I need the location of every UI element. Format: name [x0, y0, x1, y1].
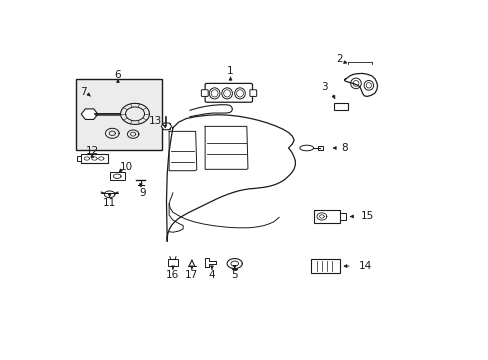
FancyBboxPatch shape	[311, 259, 339, 273]
Text: 2: 2	[336, 54, 342, 64]
Ellipse shape	[364, 81, 373, 90]
Ellipse shape	[222, 88, 232, 99]
Ellipse shape	[366, 83, 371, 88]
Text: 16: 16	[166, 270, 179, 280]
Ellipse shape	[236, 90, 243, 97]
FancyBboxPatch shape	[163, 123, 170, 129]
Text: 4: 4	[208, 270, 215, 280]
FancyBboxPatch shape	[339, 213, 346, 220]
Text: 8: 8	[341, 143, 347, 153]
FancyBboxPatch shape	[77, 156, 81, 161]
Text: 9: 9	[139, 188, 145, 198]
Text: 11: 11	[103, 198, 116, 208]
FancyBboxPatch shape	[201, 90, 208, 96]
Text: 1: 1	[227, 67, 233, 76]
Ellipse shape	[350, 78, 361, 89]
Text: 12: 12	[85, 146, 99, 156]
Text: 13: 13	[148, 116, 162, 126]
Text: 7: 7	[80, 87, 86, 97]
Ellipse shape	[209, 88, 220, 99]
FancyBboxPatch shape	[81, 154, 108, 163]
Text: 10: 10	[120, 162, 133, 172]
FancyBboxPatch shape	[314, 210, 339, 223]
Text: 5: 5	[231, 270, 238, 280]
Ellipse shape	[234, 88, 245, 99]
FancyBboxPatch shape	[317, 146, 323, 150]
Text: 3: 3	[321, 82, 327, 92]
Text: 14: 14	[358, 261, 371, 271]
FancyBboxPatch shape	[76, 79, 161, 150]
Ellipse shape	[211, 90, 218, 97]
FancyBboxPatch shape	[167, 260, 178, 266]
Ellipse shape	[223, 90, 230, 97]
Text: 15: 15	[360, 211, 373, 221]
FancyBboxPatch shape	[205, 84, 252, 102]
Ellipse shape	[352, 81, 358, 86]
Text: 17: 17	[185, 270, 198, 280]
FancyBboxPatch shape	[110, 172, 124, 180]
Text: 6: 6	[114, 70, 121, 80]
FancyBboxPatch shape	[333, 103, 347, 110]
FancyBboxPatch shape	[249, 90, 256, 96]
